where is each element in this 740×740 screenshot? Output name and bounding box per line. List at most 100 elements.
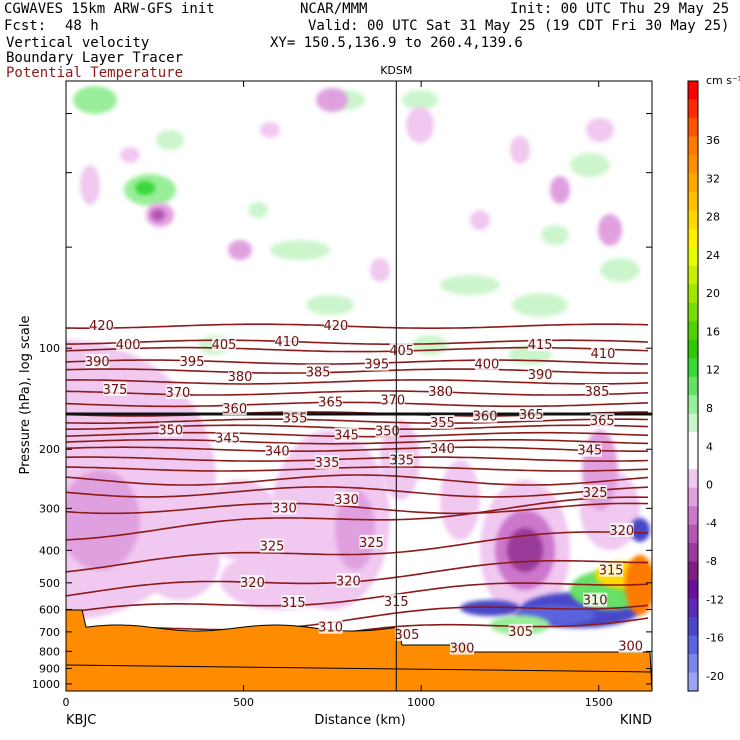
colorbar-swatch-9: [688, 247, 698, 267]
theta-label-4: 410: [274, 335, 299, 350]
updraft-cell-27: [120, 147, 140, 163]
x-tick-label-1000: 1000: [407, 696, 435, 709]
theta-label-bg-1: [323, 318, 348, 333]
colorbar-swatch-15: [688, 358, 698, 378]
isentrope-410: [66, 346, 649, 353]
isentrope-360: [66, 439, 649, 445]
theta-label-bg-28: [375, 423, 400, 438]
theta-label-22: 355: [283, 412, 308, 427]
theta-label-bg-37: [334, 491, 359, 506]
updraft-cell-2: [135, 181, 155, 195]
x-tick-label-1500: 1500: [585, 696, 613, 709]
colorbar-label-24: 24: [706, 249, 720, 262]
colorbar-label-0: 0: [706, 479, 713, 492]
theta-label-bg-30: [334, 427, 359, 442]
colorbar-swatch-10: [688, 265, 698, 285]
theta-label-bg-18: [584, 383, 609, 398]
theta-label-40: 325: [260, 540, 285, 555]
colorbar-frame: [687, 80, 699, 692]
theta-label-bg-35: [389, 452, 414, 467]
theta-label-52: 300: [618, 640, 643, 655]
theta-label-24: 365: [519, 408, 544, 423]
theta-label-bg-4: [274, 334, 299, 349]
updraft-cell-12: [412, 335, 448, 355]
isentrope-340: [66, 474, 649, 486]
colorbar-swatch-25: [688, 543, 698, 563]
colorbar-label-36: 36: [706, 134, 720, 147]
theta-label-bg-22: [283, 410, 308, 425]
theta-label-bg-26: [430, 414, 455, 429]
theta-label-bg-13: [306, 364, 331, 379]
theta-label-bg-51: [449, 640, 474, 655]
y-tick-label-500: 500: [39, 577, 60, 590]
theta-label-0: 420: [89, 319, 114, 334]
theta-label-bg-48: [318, 619, 343, 634]
updraft-cell-0: [73, 86, 117, 114]
colorbar-swatch-29: [688, 617, 698, 637]
theta-label-36: 325: [583, 486, 608, 501]
theta-label-13: 385: [306, 365, 331, 380]
theta-label-bg-40: [259, 538, 284, 553]
field-vertical-velocity: Vertical velocity: [6, 35, 150, 51]
downdraft-cell-1: [66, 470, 140, 570]
theta-label-44: 320: [336, 574, 361, 589]
y-tick-label-100: 100: [39, 342, 60, 355]
theta-label-38: 330: [272, 501, 297, 516]
updraft-cell-15: [402, 90, 438, 110]
updraft-cell-31: [598, 214, 622, 246]
colorbar-swatch-18: [688, 413, 698, 433]
colorbar-swatch-23: [688, 506, 698, 526]
updraft-cell-20: [80, 165, 100, 205]
theta-label-27: 350: [158, 424, 183, 439]
colorbar-swatch-13: [688, 321, 698, 341]
colorbar-swatch-30: [688, 635, 698, 655]
theta-label-51: 300: [450, 642, 475, 657]
theta-label-14: 390: [528, 368, 553, 383]
colorbar-label-32: 32: [706, 172, 720, 185]
theta-label-bg-50: [508, 623, 533, 638]
colorbar-label--4: -4: [706, 517, 717, 530]
theta-label-43: 320: [240, 576, 265, 591]
theta-label-bg-46: [281, 595, 306, 610]
colorbar-swatch-16: [688, 376, 698, 396]
left-station-label: KBJC: [66, 713, 96, 728]
theta-label-bg-45: [583, 592, 608, 607]
theta-label-bg-16: [165, 385, 190, 400]
colorbar-label--16: -16: [706, 632, 724, 645]
updraft-cell-4: [270, 240, 330, 260]
theta-label-15: 375: [103, 383, 128, 398]
theta-label-6: 415: [528, 338, 553, 353]
theta-label-bg-17: [428, 383, 453, 398]
colorbar-label-20: 20: [706, 287, 720, 300]
updraft-cell-3: [156, 130, 184, 150]
colorbar-swatch-21: [688, 469, 698, 489]
theta-label-bg-41: [359, 534, 384, 549]
colorbar-swatch-27: [688, 580, 698, 600]
theta-label-bg-8: [85, 354, 110, 369]
y-tick-label-300: 300: [39, 502, 60, 515]
colorbar-swatch-3: [688, 136, 698, 156]
isentrope-305: [66, 604, 649, 633]
isentrope-390: [66, 390, 649, 396]
isentrope-320: [66, 531, 649, 573]
theta-label-bg-49: [394, 626, 419, 641]
theta-label-26: 355: [430, 416, 455, 431]
isentrope-310: [66, 582, 649, 614]
theta-label-bg-32: [430, 441, 455, 456]
colorbar-label-4: 4: [706, 440, 713, 453]
theta-label-bg-27: [158, 422, 183, 437]
y-tick-label-800: 800: [39, 645, 60, 658]
init-time: Init: 00 UTC Thu 29 May 25: [510, 1, 730, 17]
updraft-cell-6: [248, 202, 268, 218]
colorbar-swatch-31: [688, 654, 698, 674]
colorbar-swatch-6: [688, 191, 698, 211]
theta-label-30: 345: [334, 428, 359, 443]
colorbar-label-16: 16: [706, 325, 720, 338]
theta-label-bg-25: [590, 413, 615, 428]
theta-label-bg-52: [618, 638, 643, 653]
theta-label-19: 370: [380, 393, 405, 408]
colorbar-swatch-26: [688, 561, 698, 581]
theta-label-37: 330: [334, 493, 359, 508]
